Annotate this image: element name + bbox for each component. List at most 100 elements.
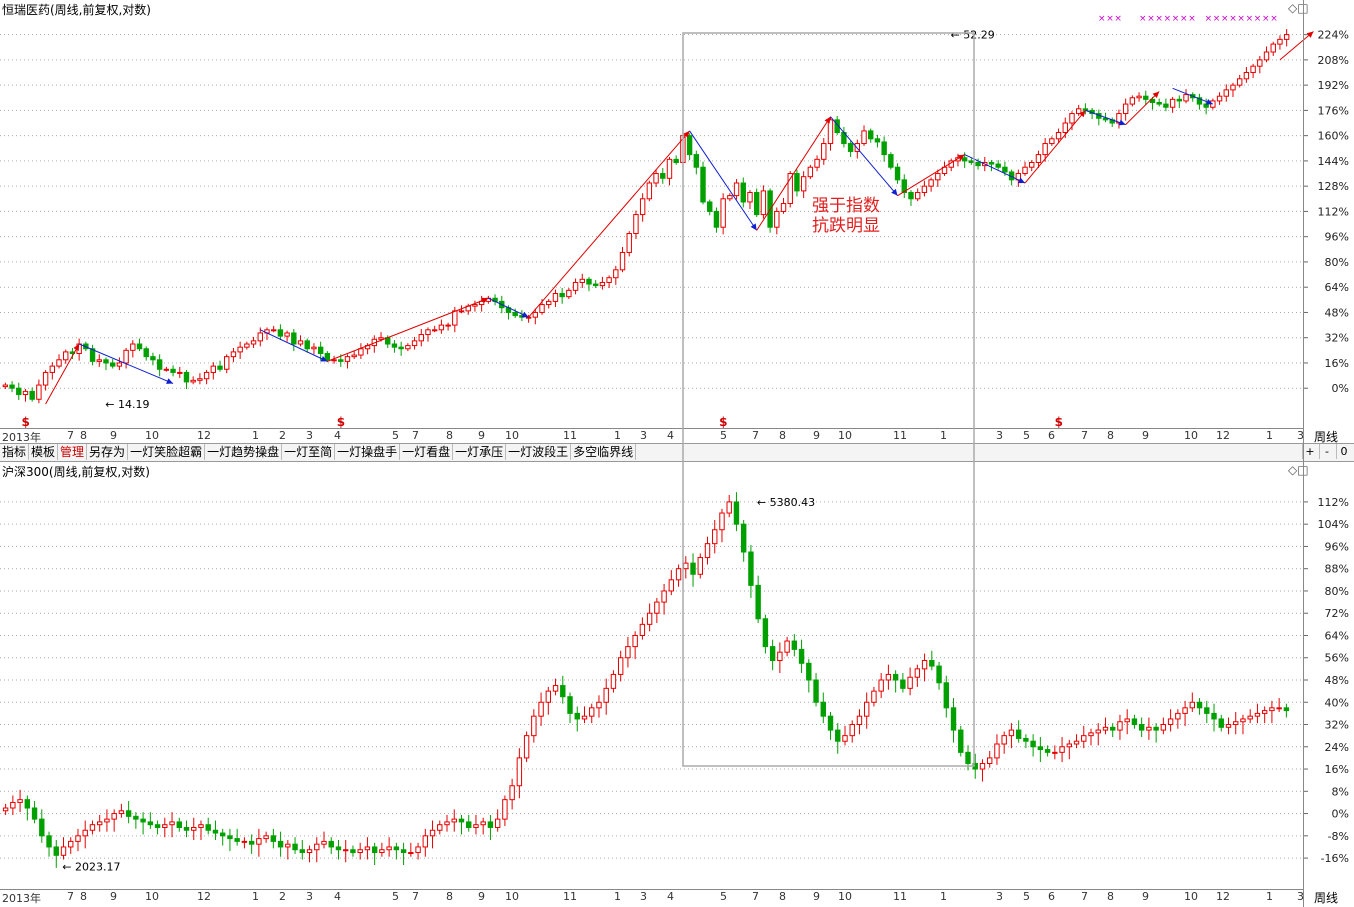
time-axis-label: 5 xyxy=(1023,429,1030,442)
zoom-out-button[interactable]: - xyxy=(1319,444,1334,459)
candle-body xyxy=(794,173,800,192)
candle-body xyxy=(780,203,787,212)
candle-body xyxy=(619,251,626,271)
candle-body xyxy=(777,651,783,662)
candle-body xyxy=(707,201,713,212)
candle-body xyxy=(63,351,69,361)
y-tick-label: 32% xyxy=(1325,332,1349,345)
candle-body xyxy=(24,799,31,809)
time-axis-label: 7 xyxy=(412,429,419,442)
candlestick-chart-top[interactable]: 224% 208% 192% 176% 160% 144% 128% 112% 96% 80% 64… xyxy=(0,0,1354,430)
time-axis-label: 11 xyxy=(893,890,907,903)
candle-body xyxy=(704,543,711,559)
y-tick-label: 0% xyxy=(1332,808,1349,821)
candle-body xyxy=(545,690,552,703)
candle-body xyxy=(686,135,693,156)
indicator-toolbar: 指标 模板 管理 另存为 一灯笑脸超霸 一灯趋势操盘 一灯至简 一灯操盘手 一灯看盘 一灯承压 一灯… xyxy=(0,443,1354,462)
restore-window-icon[interactable]: □ xyxy=(1297,463,1308,477)
time-axis-label: 10 xyxy=(505,429,519,442)
panel-window-icons-bottom[interactable]: ◇□ xyxy=(1288,463,1309,477)
candle-body xyxy=(335,846,342,851)
diamond-icon[interactable]: ◇ xyxy=(1288,1,1298,15)
candle-body xyxy=(425,329,431,336)
y-tick-label: 112% xyxy=(1318,496,1349,509)
toolbar-tab[interactable]: 指标 xyxy=(0,444,30,460)
candle-body xyxy=(680,135,686,163)
y-tick-label: 96% xyxy=(1325,540,1349,553)
toolbar-tab[interactable]: 一灯承压 xyxy=(453,444,507,460)
candle-body xyxy=(814,158,820,168)
candle-body xyxy=(224,356,230,370)
candle-body xyxy=(762,618,769,648)
candle-body xyxy=(1277,38,1283,45)
toolbar-tab[interactable]: 一灯操盘手 xyxy=(335,444,401,460)
signal-marker: $ xyxy=(21,415,29,429)
toolbar-tab[interactable]: 一灯至简 xyxy=(282,444,336,460)
candle-body xyxy=(379,849,385,854)
candle-body xyxy=(1270,43,1276,53)
candle-body xyxy=(263,835,269,840)
candle-body xyxy=(589,707,595,717)
toolbar-tab[interactable]: 另存为 xyxy=(87,444,129,460)
candle-body xyxy=(592,283,599,287)
zoom-in-button[interactable]: + xyxy=(1302,444,1317,459)
time-axis-label: 10 xyxy=(1184,890,1198,903)
candle-body xyxy=(36,384,42,400)
panel-window-icons-top[interactable]: ◇□ xyxy=(1288,1,1309,15)
candle-body xyxy=(740,523,747,553)
candle-body xyxy=(16,387,22,396)
candle-body xyxy=(1095,729,1101,734)
candle-body xyxy=(1163,103,1169,108)
candle-body xyxy=(2,384,9,388)
candle-body xyxy=(574,712,580,720)
candle-body xyxy=(89,348,96,362)
candle-body xyxy=(415,846,421,854)
signal-dot: × xyxy=(1164,14,1172,24)
candle-body xyxy=(1160,724,1167,731)
candle-body xyxy=(311,346,317,350)
candle-body xyxy=(632,634,638,648)
time-axis-label: 1 xyxy=(614,429,621,442)
candle-body xyxy=(559,293,565,298)
candle-body xyxy=(1088,732,1094,737)
candle-body xyxy=(1153,726,1159,731)
candle-body xyxy=(579,278,585,283)
candle-body xyxy=(205,824,211,831)
time-axis-label: 12 xyxy=(1216,429,1230,442)
time-axis-label: 8 xyxy=(80,890,87,903)
candle-body xyxy=(995,163,1001,168)
restore-window-icon[interactable]: □ xyxy=(1297,1,1308,15)
candlestick-chart-bottom[interactable]: 112% 104% 96% 88% 80% 72% 64% 56% 48% 40% 32% 24% 16… xyxy=(0,462,1354,890)
signal-dot: × xyxy=(1114,14,1122,24)
candle-body xyxy=(1008,729,1015,737)
candle-body xyxy=(163,368,170,371)
period-label-top[interactable]: 周线 xyxy=(1314,430,1339,444)
toolbar-tab[interactable]: 多空临界线 xyxy=(571,444,637,460)
candle-body xyxy=(109,362,116,367)
reset-zoom-button[interactable]: 0 xyxy=(1336,444,1351,459)
toolbar-tab[interactable]: 管理 xyxy=(58,444,88,460)
toolbar-tab[interactable]: 一灯笑脸超霸 xyxy=(128,444,206,460)
candle-body xyxy=(96,821,103,826)
diamond-icon[interactable]: ◇ xyxy=(1288,463,1298,477)
candle-body xyxy=(502,799,508,820)
period-label-bottom[interactable]: 周线 xyxy=(1314,891,1339,905)
time-axis-label: 1 xyxy=(940,429,947,442)
y-tick-label: 48% xyxy=(1325,674,1349,687)
y-tick-label: 64% xyxy=(1325,629,1349,642)
toolbar-tab[interactable]: 一灯趋势操盘 xyxy=(205,444,283,460)
candle-body xyxy=(480,821,486,826)
candle-body xyxy=(1261,710,1268,714)
trend-line xyxy=(1172,87,1214,105)
toolbar-tab[interactable]: 模板 xyxy=(29,444,59,460)
candle-body xyxy=(422,835,429,848)
y-tick-label: 176% xyxy=(1318,104,1349,117)
candle-body xyxy=(393,846,400,851)
candle-body xyxy=(358,348,364,356)
candle-body xyxy=(197,378,203,381)
candle-body xyxy=(874,138,881,143)
toolbar-tab[interactable]: 一灯波段王 xyxy=(506,444,572,460)
toolbar-tab[interactable]: 一灯看盘 xyxy=(400,444,454,460)
candle-body xyxy=(386,846,392,851)
candle-body xyxy=(1196,701,1203,709)
